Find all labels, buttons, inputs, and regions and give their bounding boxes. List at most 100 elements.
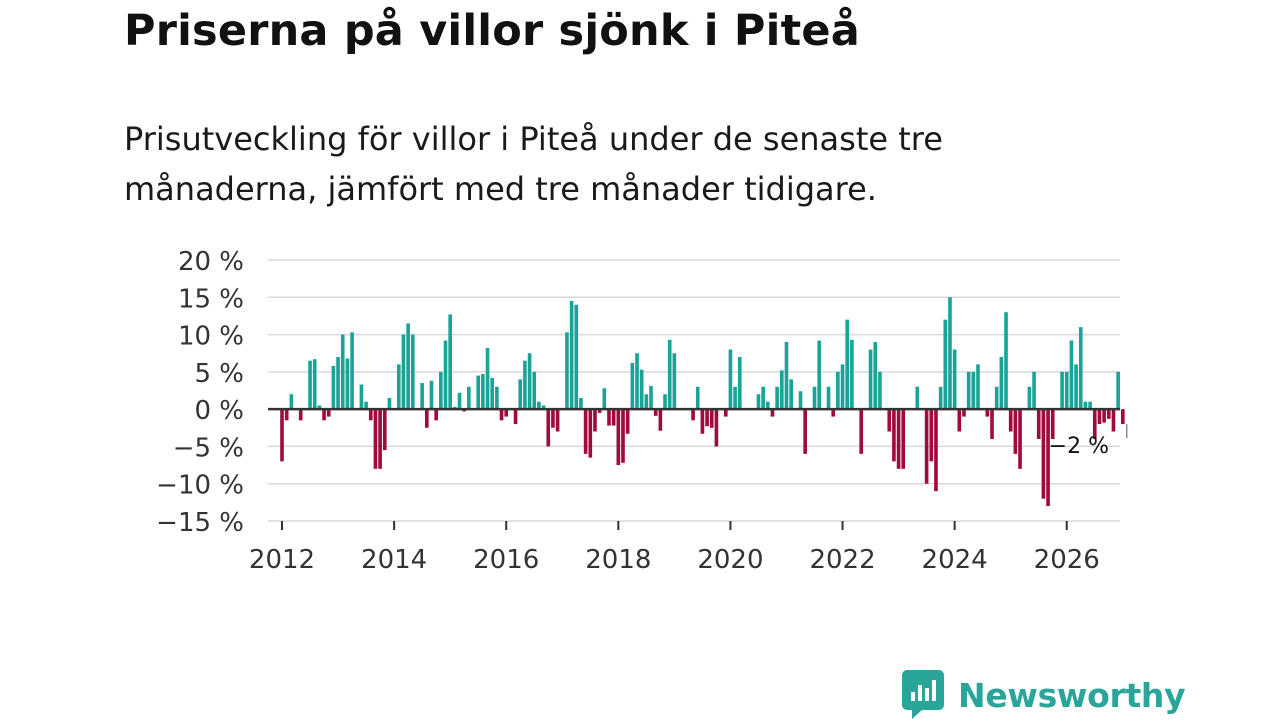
x-tick-label: 2022 — [809, 545, 875, 575]
bar — [532, 371, 537, 410]
bar — [583, 409, 588, 454]
bar — [396, 364, 401, 410]
bar — [1088, 401, 1092, 410]
bar — [345, 358, 350, 410]
bar — [695, 386, 700, 410]
bar — [705, 409, 709, 427]
chart-title: Priserna på villor sjönk i Piteå — [124, 6, 860, 56]
bar — [1004, 312, 1008, 410]
bar — [1046, 409, 1050, 507]
newsworthy-logo[interactable]: Newsworthy — [902, 670, 1186, 720]
bar — [537, 401, 541, 410]
bar — [499, 409, 504, 421]
bar — [836, 371, 840, 410]
bar — [952, 349, 957, 410]
bar — [649, 386, 653, 410]
bar — [597, 409, 602, 413]
x-tick-label: 2026 — [1034, 545, 1100, 575]
bar — [340, 334, 345, 410]
bar — [364, 401, 368, 410]
bar — [826, 386, 831, 410]
bar — [485, 347, 490, 410]
bar — [1013, 409, 1018, 454]
bar — [1032, 371, 1036, 410]
bar — [616, 409, 621, 466]
bar — [1116, 371, 1120, 410]
bar — [990, 409, 994, 439]
y-tick-label: −5 % — [173, 433, 244, 463]
bar — [779, 370, 784, 410]
x-tick-label: 2024 — [922, 545, 988, 575]
bar — [1083, 401, 1088, 410]
bar — [831, 409, 836, 417]
bar — [653, 409, 658, 416]
bar — [1097, 409, 1102, 425]
bar — [574, 304, 579, 410]
bar — [691, 409, 695, 421]
bar — [667, 339, 672, 410]
bar — [887, 409, 892, 432]
bar — [1041, 409, 1046, 499]
bar — [723, 409, 728, 417]
bar — [284, 409, 289, 421]
bar — [420, 383, 424, 410]
bar — [938, 386, 943, 410]
bar — [569, 301, 574, 410]
bar — [943, 319, 948, 410]
bar — [523, 360, 527, 410]
y-axis-labels: 20 % 15 % 10 % 5 % 0 % −5 % −10 % −15 % — [156, 247, 244, 538]
bar — [1111, 409, 1116, 432]
bar — [985, 409, 990, 417]
chart-subtitle: Prisutveckling för villor i Piteå under … — [124, 120, 943, 208]
bar — [840, 364, 845, 410]
y-tick-label: 10 % — [178, 322, 244, 352]
bars — [280, 297, 1125, 507]
bar — [518, 379, 523, 410]
bar — [709, 409, 714, 428]
bar — [1027, 386, 1032, 410]
bar — [672, 353, 677, 410]
bar — [602, 388, 607, 410]
bar — [368, 409, 373, 421]
bar — [803, 409, 807, 454]
bar — [630, 362, 635, 410]
bar — [714, 409, 719, 447]
y-tick-label: −10 % — [156, 471, 244, 501]
x-tick-label: 2020 — [697, 545, 763, 575]
bar — [850, 339, 854, 410]
bar — [868, 349, 873, 410]
bar — [429, 380, 434, 410]
bar — [312, 359, 317, 410]
bar — [817, 340, 821, 410]
last-value-label: −2 % — [1049, 434, 1109, 459]
bar — [761, 386, 765, 410]
bar — [1069, 340, 1074, 410]
bar — [625, 409, 630, 434]
bar — [490, 377, 495, 410]
bar — [733, 386, 737, 410]
bar — [434, 409, 438, 421]
y-tick-label: 0 % — [194, 396, 244, 426]
x-tick-label: 2014 — [361, 545, 427, 575]
bar — [382, 409, 387, 451]
bar — [798, 391, 803, 410]
bar — [770, 409, 775, 417]
bar — [410, 334, 415, 410]
bar — [1018, 409, 1022, 469]
newsworthy-logo-icon — [902, 670, 944, 719]
bar — [948, 297, 952, 410]
bar — [962, 409, 966, 417]
bar — [765, 401, 770, 410]
bar — [467, 386, 471, 410]
bar — [896, 409, 901, 469]
bar — [593, 409, 597, 432]
bar — [331, 365, 336, 410]
bar — [504, 409, 509, 417]
bar — [700, 409, 705, 434]
bar — [859, 409, 864, 454]
bar — [1102, 409, 1106, 423]
bar — [924, 409, 929, 484]
bar — [495, 386, 499, 410]
bar — [639, 369, 644, 410]
